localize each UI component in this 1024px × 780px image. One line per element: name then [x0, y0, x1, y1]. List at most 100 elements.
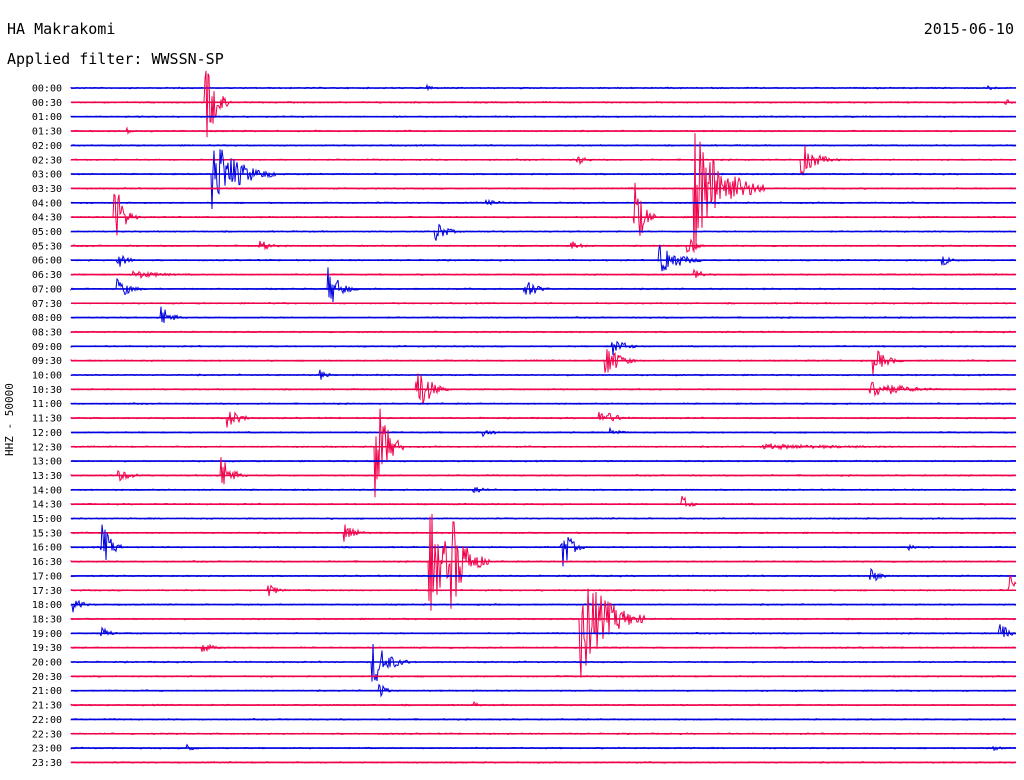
seismic-trace — [70, 115, 1016, 119]
seismic-trace — [70, 145, 1017, 176]
seismic-trace — [70, 143, 1017, 147]
row-time-label: 12:30 — [32, 442, 62, 453]
row-time-label: 07:00 — [32, 284, 62, 295]
row-time-label: 08:30 — [32, 327, 62, 338]
row-time-label: 12:00 — [32, 428, 62, 439]
row-time-label: 09:00 — [32, 342, 62, 353]
seismic-trace — [70, 411, 1017, 428]
row-time-label: 20:00 — [32, 658, 62, 669]
row-time-label: 23:00 — [32, 744, 62, 755]
seismic-trace — [70, 402, 1017, 406]
seismic-trace — [70, 306, 1017, 323]
seismic-trace — [70, 198, 1017, 206]
station-title: HA Makrakomi — [7, 20, 116, 38]
row-time-label: 18:00 — [32, 600, 62, 611]
row-time-label: 01:00 — [32, 112, 62, 123]
row-time-label: 00:30 — [32, 98, 62, 109]
row-time-label: 23:30 — [32, 758, 62, 769]
row-time-label: 10:00 — [32, 371, 62, 382]
row-time-label: 17:30 — [32, 586, 62, 597]
row-time-label: 13:30 — [32, 471, 62, 482]
row-time-label: 08:00 — [32, 313, 62, 324]
seismic-trace — [70, 244, 1017, 272]
seismic-trace — [70, 643, 1017, 652]
row-time-label: 05:30 — [32, 241, 62, 252]
row-time-label: 16:00 — [32, 543, 62, 554]
seismic-trace — [70, 373, 1017, 404]
row-time-label: 17:00 — [32, 571, 62, 582]
row-time-label: 04:30 — [32, 213, 62, 224]
seismic-trace — [70, 683, 1017, 698]
seismic-trace — [70, 268, 1016, 280]
seismic-trace — [70, 340, 1017, 356]
row-time-label: 20:30 — [32, 672, 62, 683]
seismic-trace — [70, 457, 1017, 485]
seismic-trace — [70, 701, 1017, 707]
row-time-label: 19:30 — [32, 643, 62, 654]
seismic-trace — [70, 149, 1017, 210]
seismic-trace — [70, 760, 1017, 765]
row-time-label: 15:30 — [32, 528, 62, 539]
seismic-trace — [70, 70, 1017, 138]
seismic-trace — [70, 349, 1017, 375]
seismic-trace — [70, 717, 1017, 721]
seismic-trace — [70, 459, 1017, 463]
seismic-trace — [70, 267, 1017, 303]
row-time-label: 19:00 — [32, 629, 62, 640]
seismic-trace — [70, 524, 1017, 567]
seismic-trace — [70, 643, 1017, 682]
date-label: 2015-06-10 — [923, 20, 1014, 38]
row-time-label: 15:00 — [32, 514, 62, 525]
row-time-label: 11:00 — [32, 399, 62, 410]
row-time-label: 09:30 — [32, 356, 62, 367]
seismic-trace — [70, 182, 1017, 236]
seismic-trace — [70, 487, 1017, 494]
row-time-label: 06:00 — [32, 256, 62, 267]
seismic-trace — [70, 624, 1017, 638]
row-time-label: 21:00 — [32, 686, 62, 697]
seismic-trace — [70, 732, 1017, 736]
seismic-trace — [70, 513, 1017, 611]
row-time-label: 11:30 — [32, 414, 62, 425]
row-time-label: 22:00 — [32, 715, 62, 726]
seismic-trace — [70, 330, 1017, 334]
seismic-trace — [70, 574, 1017, 597]
row-time-label: 02:30 — [32, 155, 62, 166]
seismic-trace — [70, 524, 1017, 542]
seismic-trace — [70, 516, 1017, 521]
seismic-trace — [70, 588, 1017, 678]
seismic-trace — [70, 301, 1017, 305]
row-time-label: 03:00 — [32, 170, 62, 181]
seismic-trace — [70, 126, 1017, 135]
seismic-trace — [70, 133, 1017, 253]
seismic-trace — [70, 674, 1017, 678]
seismic-trace — [70, 743, 1017, 751]
row-time-label: 02:00 — [32, 141, 62, 152]
row-time-label: 10:30 — [32, 385, 62, 396]
seismic-trace — [70, 238, 1017, 254]
seismic-trace — [70, 408, 1017, 498]
row-time-label: 13:00 — [32, 457, 62, 468]
row-time-label: 00:00 — [32, 84, 62, 95]
seismic-trace — [70, 599, 1017, 613]
seismic-trace — [70, 83, 1017, 92]
row-time-label: 04:00 — [32, 198, 62, 209]
seismic-trace — [70, 495, 1017, 507]
row-time-label: 22:30 — [32, 729, 62, 740]
row-time-label: 18:30 — [32, 614, 62, 625]
row-time-label: 03:30 — [32, 184, 62, 195]
row-time-label: 06:30 — [32, 270, 62, 281]
row-time-label: 01:30 — [32, 127, 62, 138]
seismic-trace — [70, 369, 1017, 380]
seismic-trace — [70, 567, 1017, 582]
seismic-trace — [70, 223, 1017, 241]
row-time-label: 16:30 — [32, 557, 62, 568]
row-time-label: 05:00 — [32, 227, 62, 238]
row-time-label: 07:30 — [32, 299, 62, 310]
row-time-label: 14:00 — [32, 485, 62, 496]
filter-label: Applied filter: WWSSN-SP — [7, 50, 224, 68]
row-time-label: 21:30 — [32, 701, 62, 712]
row-time-label: 14:30 — [32, 500, 62, 511]
seismic-trace — [70, 426, 1017, 438]
